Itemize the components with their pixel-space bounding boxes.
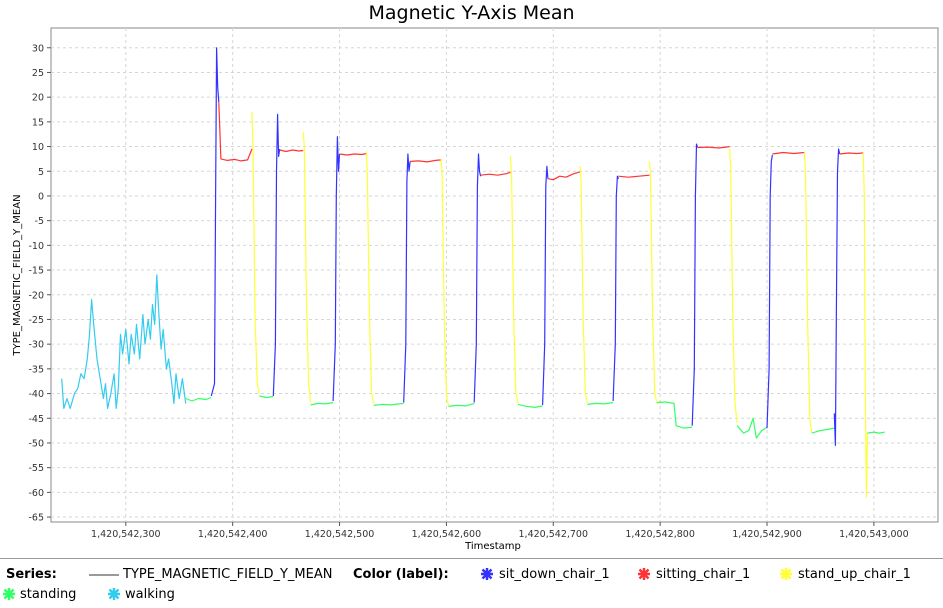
series-segment-stand-up-chair-1 [302,131,312,404]
x-axis-label: Timestamp [464,541,521,552]
legend-series-title: Series: [6,567,57,582]
plot-svg: 30 25 20 15 10 5 0 -5 -10 -15 -20 -25 -30 -35 -40 -45 -5… [12,27,939,552]
legend-series-line-swatch [89,574,119,576]
series-segment-stand-up-chair-1 [579,166,589,404]
legend-star-icon-stand-up [780,568,792,580]
legend-star-icon-sitting [638,568,650,580]
series-segment-sit-down-chair-1 [833,148,841,446]
legend-color-title: Color (label): [353,567,449,582]
series-segment-walking [61,274,187,409]
x-tick-label: 1,420,542,800 [625,529,695,540]
legend-label-sit-down: sit_down_chair_1 [499,567,610,582]
series-segment-sitting-chair-1 [339,152,367,156]
series-segment-sit-down-chair-1 [612,175,620,402]
series-segment-standing [310,401,334,406]
y-tick-label: -10 [28,241,44,252]
y-tick-label: -65 [28,513,44,524]
y-tick-label: 30 [32,43,44,54]
x-tick-label: 1,420,542,400 [198,529,268,540]
series-segment-standing [448,402,475,407]
legend-star-icon-standing [3,588,15,600]
y-tick-label: -45 [28,414,44,425]
y-tick-label: 0 [38,191,44,202]
y-tick-label: -60 [28,488,44,499]
series-segment-sit-down-chair-1 [210,47,220,397]
y-tick-label: 25 [32,68,44,79]
y-tick-label: 10 [32,142,44,153]
series-segment-sit-down-chair-1 [766,154,773,429]
series-segment-stand-up-chair-1 [803,152,813,434]
series-segment-sitting-chair-1 [279,149,304,153]
x-tick-label: 1,420,543,000 [839,529,909,540]
series-segment-stand-up-chair-1 [509,156,519,404]
series-segment-sitting-chair-1 [839,152,864,155]
x-tick-label: 1,420,542,300 [91,529,161,540]
legend-series-name: TYPE_MAGNETIC_FIELD_Y_MEAN [123,567,333,582]
series-segment-stand-up-chair-1 [862,152,869,498]
y-tick-label: 5 [38,167,44,178]
series-segment-standing [259,395,274,399]
y-tick-label: 15 [32,117,44,128]
series-segment-sit-down-chair-1 [403,153,411,403]
series-segment-stand-up-chair-1 [729,148,738,424]
series-segment-standing [587,401,614,405]
legend-label-sitting: sitting_chair_1 [656,567,751,582]
y-axis-label: TYPE_MAGNETIC_FIELD_Y_MEAN [12,194,23,356]
series-segment-standing [373,402,404,406]
y-tick-label: -5 [35,216,44,227]
series-segment-standing [811,427,835,434]
series-segment-sitting-chair-1 [480,171,511,176]
y-tick-label: 20 [32,93,44,104]
x-tick-label: 1,420,542,500 [305,529,375,540]
series-segment-sit-down-chair-1 [272,113,281,397]
y-tick-label: -15 [28,266,44,277]
y-tick-label: -30 [28,340,44,351]
series-segment-stand-up-chair-1 [251,111,260,394]
series-segment-sitting-chair-1 [218,102,253,162]
series-segment-standing [517,403,543,408]
series-segment-sitting-chair-1 [410,159,442,163]
legend: Series: TYPE_MAGNETIC_FIELD_Y_MEAN Color… [0,558,943,608]
series-segment-sit-down-chair-1 [691,143,699,426]
x-tick-label: 1,420,542,600 [412,529,482,540]
series-segment-stand-up-chair-1 [365,151,375,404]
x-tick-label: 1,420,542,900 [732,529,802,540]
chart-title: Magnetic Y-Axis Mean [368,2,575,24]
y-tick-label: -25 [28,315,44,326]
series-segment-standing [656,401,693,429]
series-segment-sitting-chair-1 [772,151,805,155]
series-segment-sit-down-chair-1 [542,165,549,405]
legend-star-icon-walking [108,588,120,600]
y-tick-label: -50 [28,438,44,449]
y-tick-label: -40 [28,389,44,400]
legend-label-stand-up: stand_up_chair_1 [798,567,911,582]
series-segment-standing [736,417,768,439]
series-segment-stand-up-chair-1 [440,158,450,407]
series-segment-standing [185,396,212,402]
legend-star-icon-sit-down [481,568,493,580]
series-segment-sitting-chair-1 [618,174,650,178]
series-segment-sit-down-chair-1 [332,136,341,402]
grid-layer [51,28,938,522]
series-segment-sitting-chair-1 [697,146,730,149]
y-tick-label: -20 [28,290,44,301]
y-tick-label: -35 [28,364,44,375]
series-segment-sitting-chair-1 [547,171,581,181]
legend-label-walking: walking [125,587,175,602]
plot-area [50,27,939,523]
x-tick-label: 1,420,542,700 [519,529,589,540]
series-segment-standing [867,431,885,434]
series-segment-sit-down-chair-1 [473,153,482,403]
series-layer [61,47,885,498]
y-tick-label: -55 [28,463,44,474]
series-segment-stand-up-chair-1 [648,161,658,404]
axis-layer: 30 25 20 15 10 5 0 -5 -10 -15 -20 -25 -30 -35 -40 -45 -5… [28,43,908,540]
legend-label-standing: standing [20,587,77,602]
